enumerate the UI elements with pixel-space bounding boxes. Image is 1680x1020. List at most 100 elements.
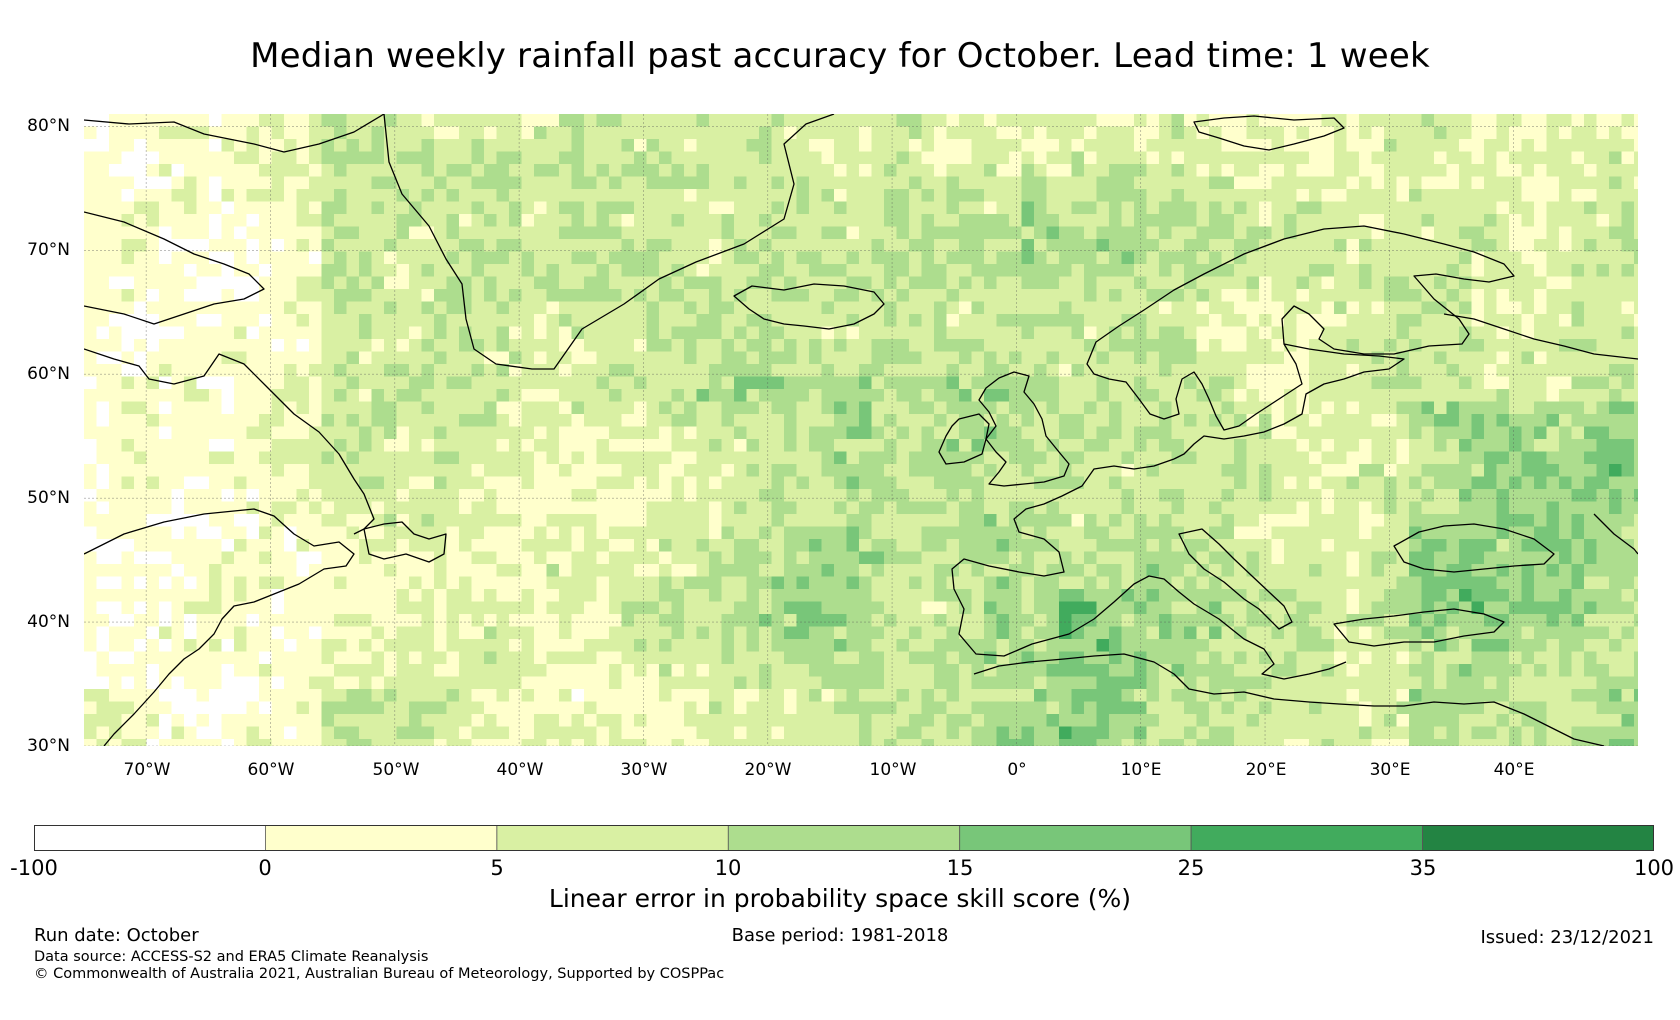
skill-cell: [171, 114, 185, 128]
skill-cell: [171, 164, 185, 178]
skill-cell: [959, 251, 973, 265]
skill-cell: [184, 576, 198, 590]
skill-cell: [621, 301, 635, 315]
skill-cell: [1046, 151, 1060, 165]
skill-cell: [1096, 576, 1110, 590]
skill-cell: [359, 301, 373, 315]
skill-cell: [146, 551, 160, 565]
skill-cell: [1421, 114, 1435, 128]
skill-cell: [1284, 589, 1298, 603]
skill-cell: [971, 564, 985, 578]
skill-cell: [509, 489, 523, 503]
skill-cell: [471, 314, 485, 328]
skill-cell: [1371, 189, 1385, 203]
skill-cell: [1509, 551, 1523, 565]
skill-cell: [921, 401, 935, 415]
skill-cell: [784, 476, 798, 490]
skill-cell: [796, 551, 810, 565]
skill-cell: [334, 351, 348, 365]
skill-cell: [1246, 351, 1260, 365]
skill-cell: [1571, 414, 1585, 428]
skill-cell: [796, 451, 810, 465]
skill-cell: [1221, 201, 1235, 215]
skill-cell: [109, 339, 123, 353]
skill-cell: [546, 564, 560, 578]
skill-cell: [909, 239, 923, 253]
skill-cell: [1146, 576, 1160, 590]
skill-cell: [1334, 451, 1348, 465]
skill-cell: [821, 439, 835, 453]
skill-cell: [234, 376, 248, 390]
skill-cell: [1096, 201, 1110, 215]
skill-cell: [521, 314, 535, 328]
skill-cell: [1621, 226, 1635, 240]
skill-cell: [1521, 426, 1535, 440]
skill-cell: [546, 489, 560, 503]
skill-cell: [709, 139, 723, 153]
skill-cell: [1146, 589, 1160, 603]
skill-cell: [1559, 476, 1573, 490]
skill-cell: [1221, 601, 1235, 615]
skill-cell: [1409, 326, 1423, 340]
skill-cell: [1209, 589, 1223, 603]
skill-cell: [934, 189, 948, 203]
skill-cell: [1121, 589, 1135, 603]
skill-cell: [596, 576, 610, 590]
skill-score-map[interactable]: [84, 114, 1638, 746]
skill-cell: [1571, 314, 1585, 328]
skill-cell: [809, 526, 823, 540]
skill-cell: [121, 426, 135, 440]
skill-cell: [309, 126, 323, 140]
skill-cell: [271, 201, 285, 215]
skill-cell: [296, 489, 310, 503]
skill-cell: [1409, 164, 1423, 178]
skill-cell: [521, 114, 535, 128]
skill-cell: [1546, 339, 1560, 353]
skill-cell: [184, 401, 198, 415]
skill-cell: [246, 551, 260, 565]
skill-cell: [1246, 214, 1260, 228]
skill-cell: [1434, 176, 1448, 190]
skill-cell: [159, 126, 173, 140]
skill-cell: [1021, 526, 1035, 540]
skill-cell: [1621, 489, 1635, 503]
skill-cell: [284, 239, 298, 253]
skill-cell: [646, 139, 660, 153]
skill-cell: [1609, 214, 1623, 228]
skill-cell: [809, 539, 823, 553]
skill-cell: [971, 439, 985, 453]
skill-cell: [846, 389, 860, 403]
skill-cell: [846, 439, 860, 453]
skill-cell: [646, 389, 660, 403]
skill-cell: [1134, 239, 1148, 253]
skill-cell: [446, 201, 460, 215]
skill-cell: [1309, 539, 1323, 553]
skill-cell: [446, 239, 460, 253]
skill-cell: [921, 351, 935, 365]
skill-cell: [1259, 489, 1273, 503]
skill-cell: [659, 251, 673, 265]
skill-cell: [709, 289, 723, 303]
skill-cell: [759, 514, 773, 528]
skill-cell: [1146, 551, 1160, 565]
skill-cell: [1334, 326, 1348, 340]
skill-cell: [909, 264, 923, 278]
skill-cell: [834, 189, 848, 203]
skill-cell: [734, 564, 748, 578]
skill-cell: [1146, 401, 1160, 415]
skill-cell: [709, 439, 723, 453]
skill-cell: [1446, 564, 1460, 578]
skill-cell: [1284, 276, 1298, 290]
skill-cell: [1346, 501, 1360, 515]
skill-cell: [1109, 526, 1123, 540]
skill-cell: [1484, 389, 1498, 403]
skill-cell: [471, 514, 485, 528]
skill-cell: [1284, 214, 1298, 228]
skill-cell: [959, 426, 973, 440]
skill-cell: [359, 364, 373, 378]
skill-cell: [1634, 514, 1638, 528]
skill-cell: [596, 389, 610, 403]
skill-cell: [359, 601, 373, 615]
skill-cell: [621, 476, 635, 490]
skill-cell: [1334, 401, 1348, 415]
